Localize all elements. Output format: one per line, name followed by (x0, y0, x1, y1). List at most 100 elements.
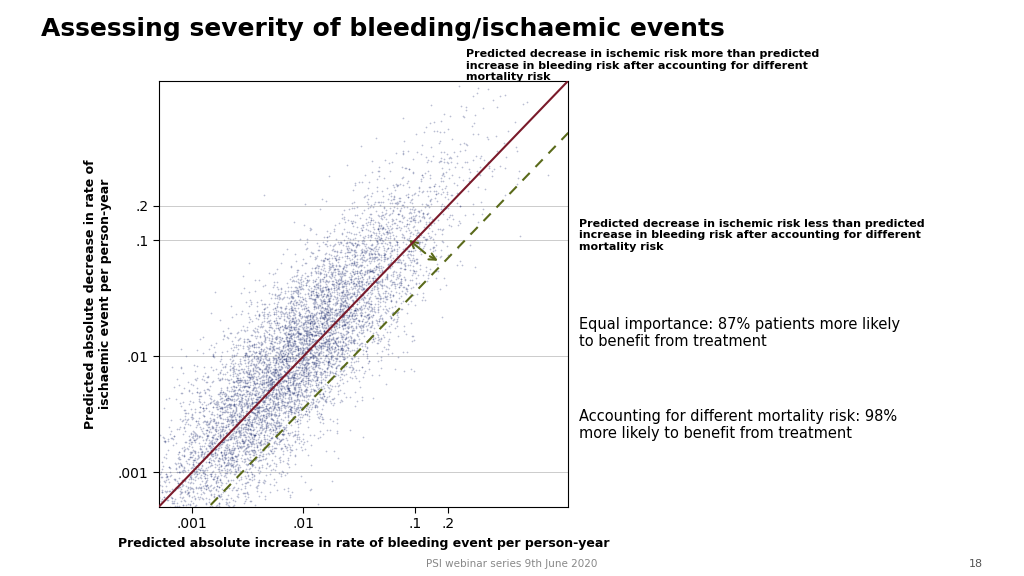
Point (330, 390, 346, 399)
Point (333, 247, 349, 256)
Point (293, 273, 309, 282)
Point (276, 323, 293, 332)
Point (222, 358, 239, 367)
Point (228, 422, 245, 431)
Point (303, 293, 319, 302)
Point (426, 117, 442, 126)
Point (325, 334, 341, 343)
Point (162, 472, 178, 481)
Point (236, 369, 252, 378)
Point (232, 377, 249, 386)
Point (262, 382, 279, 392)
Point (264, 406, 281, 415)
Point (289, 403, 305, 412)
Point (317, 293, 334, 302)
Point (317, 322, 334, 331)
Point (291, 329, 307, 339)
Point (344, 312, 360, 321)
Point (255, 376, 271, 385)
Point (260, 377, 276, 386)
Point (265, 419, 282, 429)
Point (305, 376, 322, 385)
Point (312, 317, 329, 326)
Point (333, 331, 349, 340)
Point (367, 253, 383, 262)
Point (254, 422, 270, 431)
Point (341, 260, 357, 269)
Point (434, 170, 451, 179)
Point (295, 377, 311, 386)
Point (272, 357, 289, 366)
Point (200, 430, 216, 439)
Point (237, 353, 253, 362)
Point (302, 387, 318, 396)
Point (237, 326, 253, 335)
Point (226, 412, 243, 422)
Point (251, 398, 267, 407)
Point (230, 385, 247, 394)
Point (298, 354, 314, 363)
Point (340, 336, 356, 346)
Point (258, 423, 274, 433)
Point (239, 407, 255, 416)
Point (372, 223, 388, 233)
Point (274, 354, 291, 363)
Point (190, 396, 207, 406)
Point (266, 375, 283, 384)
Point (175, 451, 191, 460)
Point (251, 491, 267, 501)
Point (270, 362, 287, 372)
Point (384, 348, 400, 357)
Point (263, 368, 280, 377)
Point (335, 311, 351, 320)
Point (271, 373, 288, 382)
Point (267, 268, 284, 278)
Point (287, 382, 303, 392)
Point (341, 243, 357, 252)
Point (248, 367, 264, 376)
Point (250, 457, 266, 466)
Point (261, 325, 278, 334)
Point (424, 214, 440, 223)
Point (244, 341, 260, 350)
Point (204, 437, 220, 446)
Point (370, 299, 386, 308)
Point (208, 436, 224, 445)
Point (354, 247, 371, 256)
Point (282, 298, 298, 308)
Point (247, 431, 263, 440)
Point (189, 362, 206, 371)
Point (305, 350, 322, 359)
Point (271, 352, 288, 361)
Point (254, 415, 270, 425)
Point (293, 386, 309, 395)
Point (226, 467, 243, 476)
Point (281, 329, 297, 338)
Point (261, 460, 278, 469)
Point (359, 310, 376, 320)
Point (206, 410, 222, 419)
Point (197, 448, 213, 457)
Point (220, 461, 237, 470)
Point (379, 328, 395, 337)
Point (179, 444, 196, 453)
Point (240, 459, 256, 468)
Point (281, 319, 297, 328)
Point (229, 381, 246, 390)
Point (201, 427, 217, 436)
Point (279, 278, 295, 287)
Point (373, 294, 389, 303)
Point (221, 445, 238, 454)
Point (354, 320, 371, 329)
Point (187, 472, 204, 482)
Point (273, 355, 290, 364)
Point (322, 414, 338, 423)
Point (324, 353, 340, 362)
Point (465, 91, 481, 100)
Point (244, 415, 260, 425)
Point (302, 386, 318, 396)
Point (159, 496, 175, 505)
Point (248, 418, 264, 427)
Point (257, 299, 273, 308)
Point (348, 260, 365, 270)
